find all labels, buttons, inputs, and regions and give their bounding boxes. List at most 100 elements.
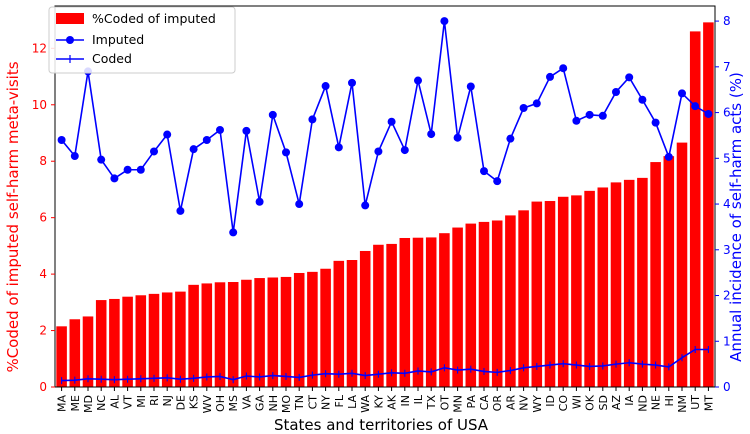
imputed-point-NY <box>321 82 330 91</box>
bar-AZ <box>610 182 622 387</box>
left-axis-ticks: 0 2 4 6 8 10 12 <box>32 41 55 394</box>
right-axis-label: Annual incidence of self-harm acts (%) <box>727 72 745 362</box>
imputed-point-IA <box>625 73 634 82</box>
bar-IL <box>412 237 424 387</box>
legend-label-coded: Coded <box>92 51 132 66</box>
imputed-point-AK <box>387 117 396 126</box>
x-tick-label-WA: WA <box>359 395 372 413</box>
imputed-point-NE <box>651 118 660 127</box>
imputed-point-SD <box>598 111 607 120</box>
imputed-point-MA <box>57 136 66 145</box>
x-tick-label-MI: MI <box>135 395 148 408</box>
bar-AK <box>386 243 397 387</box>
x-axis-label: States and territories of USA <box>274 416 489 434</box>
x-tick-label-SD: SD <box>597 395 610 410</box>
imputed-point-RI <box>150 147 158 156</box>
x-tick-label-LA: LA <box>346 395 359 409</box>
imputed-point-ND <box>638 95 647 104</box>
x-tick-label-AL: AL <box>108 394 121 409</box>
x-tick-label-WI: WI <box>570 395 583 409</box>
imputed-point-OT <box>440 17 449 26</box>
x-tick-label-ME: ME <box>69 395 82 411</box>
imputed-point-PA <box>466 82 475 91</box>
bar-DE <box>175 291 186 387</box>
imputed-point-MS <box>229 228 238 237</box>
x-tick-label-DE: DE <box>174 395 187 410</box>
imputed-point-NH <box>268 110 277 119</box>
imputed-point-NC <box>97 155 106 164</box>
right-tick-label: 8 <box>723 14 731 28</box>
right-tick-label: 0 <box>723 380 731 394</box>
imputed-point-TX <box>427 130 436 139</box>
x-tick-label-VA: VA <box>240 395 253 410</box>
right-tick-label: 4 <box>723 197 731 211</box>
x-tick-label-VT: VT <box>122 395 135 410</box>
bar-GA <box>254 278 265 387</box>
x-tick-label-MS: MS <box>227 395 240 411</box>
imputed-point-CT <box>308 115 317 124</box>
x-tick-label-ND: ND <box>636 395 649 412</box>
imputed-point-UT <box>691 102 700 111</box>
line-series <box>57 17 713 385</box>
x-tick-label-NE: NE <box>650 395 663 410</box>
imputed-point-GA <box>255 197 264 206</box>
x-tick-label-NY: NY <box>320 395 333 410</box>
imputed-point-DE <box>176 206 185 215</box>
imputed-point-WI <box>572 116 581 125</box>
imputed-point-CA <box>480 167 488 176</box>
bar-TN <box>293 272 305 387</box>
imputed-point-ME <box>70 152 79 161</box>
imputed-point-NM <box>678 89 686 98</box>
bar-KS <box>188 284 199 387</box>
x-tick-label-TX: TX <box>425 395 438 411</box>
bar-OH <box>214 282 226 387</box>
x-tick-label-MD: MD <box>82 395 95 413</box>
bar-series <box>56 22 714 388</box>
x-tick-label-MA: MA <box>56 395 69 412</box>
x-tick-label-HI: HI <box>663 395 676 407</box>
x-tick-label-AK: AK <box>386 394 399 410</box>
imputed-point-IN <box>400 146 409 155</box>
bar-SD <box>597 187 609 387</box>
legend-box <box>48 6 236 74</box>
imputed-point-KY <box>374 147 383 156</box>
imputed-point-CO <box>559 64 568 73</box>
bar-AL <box>109 298 120 387</box>
bar-MN <box>452 227 463 387</box>
x-tick-label-NC: NC <box>95 395 108 411</box>
left-tick-label: 8 <box>39 154 47 168</box>
bar-OR <box>491 220 503 387</box>
bar-KY <box>373 244 384 387</box>
bar-AR <box>505 215 516 387</box>
bar-WI <box>571 195 582 387</box>
right-axis-ticks: 0 1 2 3 4 5 6 7 8 <box>715 14 731 394</box>
bar-PA <box>465 223 477 387</box>
bar-NC <box>95 300 107 387</box>
bar-WV <box>201 283 213 387</box>
right-tick-label: 6 <box>723 106 731 120</box>
legend-imputed-marker <box>66 36 74 44</box>
x-tick-label-TN: TN <box>293 395 306 411</box>
bar-NM <box>676 142 688 387</box>
imputed-point-KS <box>189 145 198 154</box>
right-tick-label: 2 <box>723 289 731 303</box>
bar-NE <box>650 162 661 387</box>
imputed-point-LA <box>348 78 356 87</box>
bar-TX <box>425 237 437 387</box>
bar-ND <box>637 177 648 387</box>
x-tick-label-ID: ID <box>544 395 557 407</box>
x-tick-label-WV: WV <box>201 395 214 414</box>
bar-MA <box>56 326 67 387</box>
bar-VT <box>122 296 133 387</box>
imputed-point-HI <box>664 152 673 161</box>
bar-MS <box>227 282 239 387</box>
x-tick-label-IA: IA <box>623 395 636 406</box>
legend-label-imputed: Imputed <box>92 32 144 47</box>
x-tick-label-AR: AR <box>504 395 517 411</box>
x-tick-label-OR: OR <box>491 395 504 412</box>
bar-MT <box>703 22 714 387</box>
imputed-point-AL <box>110 174 119 183</box>
x-tick-label-PA: PA <box>465 395 478 409</box>
imputed-point-NV <box>519 103 528 112</box>
x-tick-label-MT: MT <box>702 395 715 411</box>
